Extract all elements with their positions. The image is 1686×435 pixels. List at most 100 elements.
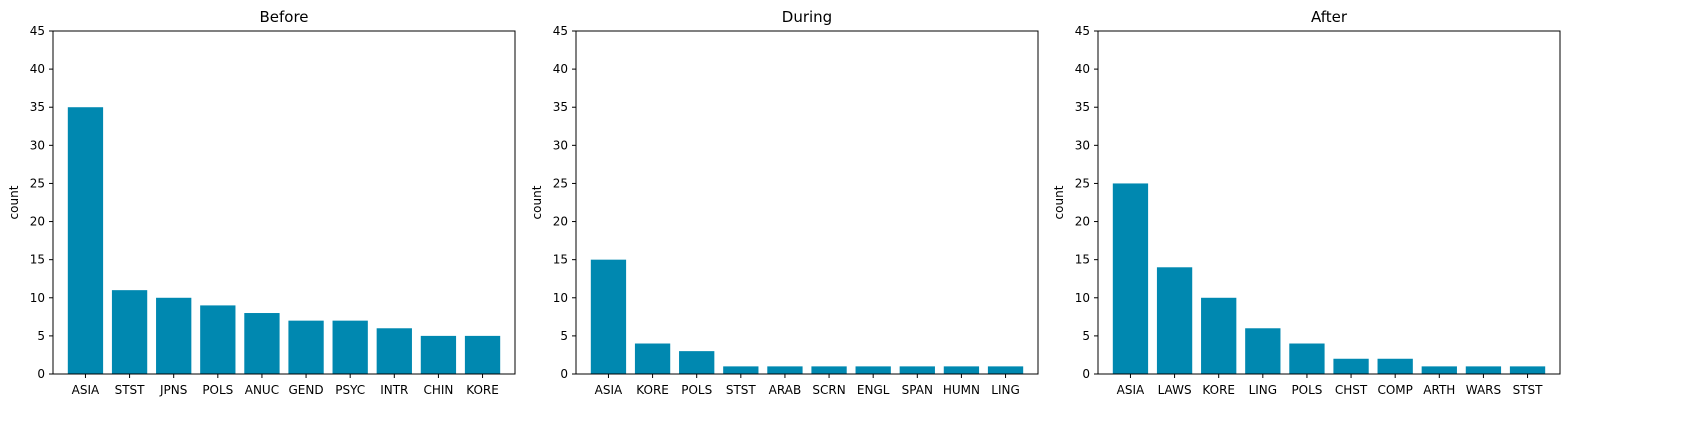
y-tick-label: 45 xyxy=(553,24,568,38)
y-tick-label: 0 xyxy=(1082,367,1090,381)
x-tick-label: ANUC xyxy=(245,383,279,397)
panel-title: Before xyxy=(259,8,308,26)
x-tick-label: CHST xyxy=(1335,383,1368,397)
y-tick-label: 10 xyxy=(553,291,568,305)
panel-title: During xyxy=(782,8,832,26)
bar-wars xyxy=(1465,366,1502,374)
bar-stst xyxy=(1509,366,1546,374)
y-tick-label: 5 xyxy=(37,329,45,343)
y-tick-label: 25 xyxy=(30,176,45,190)
bar-humn xyxy=(943,366,980,374)
y-tick-label: 10 xyxy=(1075,291,1090,305)
x-tick-label: INTR xyxy=(380,383,408,397)
x-tick-label: LAWS xyxy=(1158,383,1192,397)
x-tick-label: KORE xyxy=(636,383,669,397)
x-tick-label: STST xyxy=(726,383,757,397)
y-tick-label: 0 xyxy=(37,367,45,381)
x-tick-label: POLS xyxy=(681,383,712,397)
x-tick-label: LING xyxy=(991,383,1020,397)
x-tick-label: PSYC xyxy=(335,383,365,397)
bar-asia xyxy=(590,259,627,374)
bar-pols xyxy=(1289,343,1325,374)
x-tick-label: SPAN xyxy=(902,383,933,397)
y-axis-label: count xyxy=(7,185,21,219)
bar-kore xyxy=(464,335,501,374)
x-tick-label: POLS xyxy=(1291,383,1322,397)
y-tick-label: 30 xyxy=(553,138,568,152)
y-tick-label: 20 xyxy=(553,215,568,229)
bar-arab xyxy=(767,366,803,374)
panel-title: After xyxy=(1311,8,1348,26)
x-tick-label: LING xyxy=(1249,383,1278,397)
y-tick-label: 35 xyxy=(1075,100,1090,114)
x-tick-label: HUMN xyxy=(943,383,980,397)
x-tick-label: ASIA xyxy=(72,383,100,397)
y-tick-label: 15 xyxy=(553,253,568,267)
bar-asia xyxy=(1112,183,1149,374)
plot-frame xyxy=(52,30,516,375)
y-tick-label: 0 xyxy=(560,367,568,381)
y-tick-label: 20 xyxy=(1075,215,1090,229)
y-tick-label: 25 xyxy=(553,176,568,190)
bar-kore xyxy=(1201,297,1237,374)
x-tick-label: ENGL xyxy=(857,383,890,397)
y-tick-label: 25 xyxy=(1075,176,1090,190)
bar-pols xyxy=(679,351,715,374)
bar-ling xyxy=(987,366,1024,374)
x-tick-label: JPNS xyxy=(159,383,187,397)
y-tick-label: 40 xyxy=(553,62,568,76)
x-tick-label: KORE xyxy=(466,383,499,397)
x-tick-label: ASIA xyxy=(1117,383,1145,397)
bar-anuc xyxy=(244,313,280,374)
y-tick-label: 15 xyxy=(1075,253,1090,267)
x-tick-label: STST xyxy=(115,383,146,397)
x-tick-label: GEND xyxy=(289,383,324,397)
bar-stst xyxy=(111,290,148,374)
y-tick-label: 5 xyxy=(1082,329,1090,343)
bar-chst xyxy=(1333,358,1369,374)
bar-gend xyxy=(288,320,324,374)
x-tick-label: ASIA xyxy=(595,383,623,397)
bar-scrn xyxy=(811,366,847,374)
x-tick-label: ARTH xyxy=(1423,383,1455,397)
y-tick-label: 35 xyxy=(553,100,568,114)
x-tick-label: KORE xyxy=(1202,383,1235,397)
y-tick-label: 10 xyxy=(30,291,45,305)
y-tick-label: 30 xyxy=(1075,138,1090,152)
bar-span xyxy=(899,366,935,374)
y-tick-label: 5 xyxy=(560,329,568,343)
bar-pols xyxy=(200,305,236,374)
bar-kore xyxy=(634,343,671,374)
bar-asia xyxy=(67,107,104,374)
y-tick-label: 15 xyxy=(30,253,45,267)
y-tick-label: 40 xyxy=(1075,62,1090,76)
y-tick-label: 40 xyxy=(30,62,45,76)
bar-psyc xyxy=(332,320,368,374)
y-axis-label: count xyxy=(530,185,544,219)
x-tick-label: WARS xyxy=(1466,383,1501,397)
x-tick-label: COMP xyxy=(1377,383,1412,397)
x-tick-label: SCRN xyxy=(812,383,845,397)
bar-chin xyxy=(420,335,457,374)
bar-arth xyxy=(1421,366,1457,374)
x-tick-label: ARAB xyxy=(769,383,802,397)
panel-during: During count ASIA KORE POLS STST ARAB SCRN ENG… xyxy=(530,8,1039,397)
bar-intr xyxy=(376,328,412,374)
bar-ling xyxy=(1245,328,1281,374)
x-tick-label: CHIN xyxy=(423,383,453,397)
bar-engl xyxy=(855,366,891,374)
plot-frame xyxy=(575,30,1039,375)
bar-jpns xyxy=(156,297,192,374)
x-tick-label: POLS xyxy=(202,383,233,397)
bar-laws xyxy=(1156,267,1193,374)
y-tick-label: 45 xyxy=(1075,24,1090,38)
panel-before: Before count ASIA STST JPNS POLS ANUC GEND PSY… xyxy=(7,8,516,397)
y-tick-label: 35 xyxy=(30,100,45,114)
y-axis-label: count xyxy=(1052,185,1066,219)
panel-after: After count ASIA LAWS KORE LING POLS CHST COMP… xyxy=(1052,8,1561,397)
y-tick-label: 30 xyxy=(30,138,45,152)
y-tick-label: 45 xyxy=(30,24,45,38)
plot-frame xyxy=(1097,30,1561,375)
y-tick-label: 20 xyxy=(30,215,45,229)
